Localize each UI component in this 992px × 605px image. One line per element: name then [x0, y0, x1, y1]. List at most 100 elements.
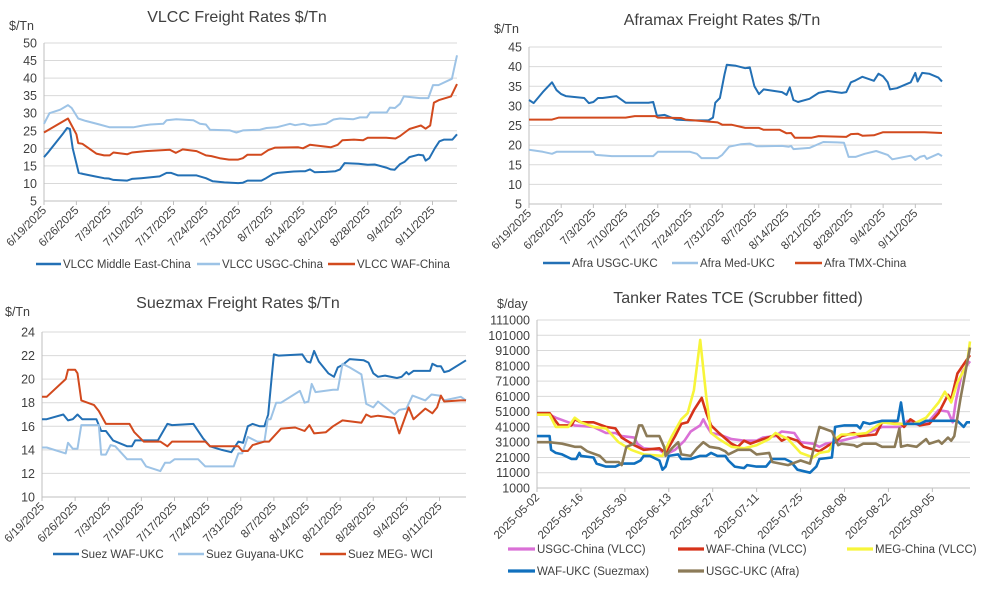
legend-label: VLCC WAF-China: [357, 259, 450, 271]
y-tick-label: 51000: [495, 405, 530, 419]
y-tick-label: 12: [21, 467, 35, 481]
legend-item: Suez MEG- WCI: [320, 549, 433, 561]
chart-title: VLCC Freight Rates $/Tn: [147, 9, 327, 26]
legend-label: Suez MEG- WCI: [348, 549, 433, 561]
x-tick-label: 2025-08-22: [843, 492, 893, 542]
legend-label: Afra Med-UKC: [700, 258, 775, 270]
y-tick-label: 20: [23, 142, 37, 156]
y-tick-label: 10: [23, 177, 37, 191]
y-tick-label: 10: [508, 178, 522, 192]
series-line-waf-ukc-suezmax-: [537, 401, 970, 474]
x-tick-label: 2025-09-05: [887, 492, 937, 542]
y-tick-label: 50: [23, 37, 37, 51]
y-tick-label: 31000: [495, 436, 530, 450]
series-line-vlcc-waf-china: [43, 83, 458, 161]
x-tick-label: 2025-05-16: [536, 492, 586, 542]
legend-label: WAF-China (VLCC): [706, 544, 807, 556]
legend-label: MEG-China (VLCC): [875, 544, 977, 556]
y-tick-label: 111000: [490, 314, 530, 328]
series-line-vlcc-usgc-china: [43, 55, 458, 134]
series-line-afra-tmx-china: [529, 115, 943, 139]
legend-label: VLCC USGC-China: [222, 259, 324, 271]
y-tick-label: 20: [508, 139, 522, 153]
y-tick-label: 25: [23, 124, 37, 138]
y-tick-label: 81000: [495, 359, 530, 373]
y-tick-label: 30: [508, 99, 522, 113]
legend-label: USGC-China (VLCC): [537, 544, 646, 556]
y-tick-label: 45: [23, 54, 37, 68]
chart-title: Aframax Freight Rates $/Tn: [624, 12, 821, 29]
y-tick-label: 20: [21, 373, 35, 387]
x-tick-label: 2025-06-13: [624, 492, 674, 542]
y-tick-label: 15: [23, 159, 37, 173]
y-tick-label: 41000: [495, 420, 530, 434]
series-line-suez-meg-wci: [42, 368, 466, 452]
legend-item: USGC-UKC (Afra): [678, 566, 799, 578]
y-tick-label: 21000: [495, 451, 530, 465]
legend-item: USGC-China (VLCC): [508, 544, 646, 556]
x-tick-label: 2025-07-25: [756, 492, 806, 542]
legend-item: Suez Guyana-UKC: [178, 549, 304, 561]
legend-label: Afra USGC-UKC: [572, 258, 658, 270]
legend-label: VLCC Middle East-China: [63, 259, 191, 271]
y-tick-label: 1000: [502, 482, 530, 496]
y-tick-label: 5: [515, 198, 522, 212]
y-tick-label: 5: [30, 195, 37, 209]
y-tick-label: 91000: [495, 344, 530, 358]
y-tick-label: 30: [23, 107, 37, 121]
x-tick-label: 2025-08-08: [800, 492, 850, 542]
y-tick-label: 40: [508, 60, 522, 74]
y-axis-unit-label: $/Tn: [9, 19, 34, 33]
legend-item: Afra TMX-China: [795, 258, 907, 270]
y-tick-label: 61000: [495, 390, 530, 404]
y-axis-unit-label: $/Tn: [5, 305, 30, 319]
series-line-vlcc-middle-east-china: [43, 127, 458, 185]
chart-1: VLCC Freight Rates $/Tn $/Tn 5 10 15 20 25 30 35…: [4, 9, 458, 271]
y-tick-label: 25: [508, 119, 522, 133]
series-line-suez-guyana-ukc: [42, 362, 467, 473]
y-tick-label: 22: [21, 349, 35, 363]
series-line-waf-china-vlcc-: [537, 354, 972, 455]
chart-2: Aframax Freight Rates $/Tn $/Tn 5 10 15 20 25 3…: [489, 12, 943, 270]
legend-item: VLCC Middle East-China: [36, 259, 191, 271]
x-tick-label: 2025-07-11: [712, 492, 761, 541]
legend-item: Suez WAF-UKC: [53, 549, 164, 561]
series-line-afra-usgc-ukc: [528, 63, 943, 122]
x-tick-label: 2025-05-02: [492, 492, 542, 542]
legend-item: Afra USGC-UKC: [543, 258, 658, 270]
y-tick-label: 101000: [488, 329, 530, 343]
legend-item: VLCC WAF-China: [328, 259, 450, 271]
chart-3: Suezmax Freight Rates $/Tn $/Tn 10 12 14 16 18…: [2, 295, 467, 561]
y-tick-label: 16: [21, 420, 35, 434]
y-tick-label: 35: [508, 80, 522, 94]
y-axis-unit-label: $/Tn: [494, 22, 519, 36]
series-line-usgc-ukc-afra-: [537, 347, 972, 467]
chart-title: Suezmax Freight Rates $/Tn: [136, 295, 340, 312]
x-tick-label: 2025-06-27: [668, 492, 718, 542]
series-line-suez-waf-ukc: [42, 349, 467, 454]
y-tick-label: 24: [21, 326, 35, 340]
y-tick-label: 35: [23, 89, 37, 103]
x-tick-label: 2025-05-30: [580, 492, 630, 542]
legend-item: WAF-China (VLCC): [678, 544, 807, 556]
legend-item: MEG-China (VLCC): [847, 544, 977, 556]
y-tick-label: 45: [508, 41, 522, 55]
series-line-usgc-china-vlcc-: [537, 360, 972, 456]
legend-item: WAF-UKC (Suezmax): [508, 566, 649, 578]
y-tick-label: 15: [508, 158, 522, 172]
y-tick-label: 71000: [495, 375, 530, 389]
legend-label: USGC-UKC (Afra): [706, 566, 799, 578]
legend-label: Suez WAF-UKC: [81, 549, 164, 561]
legend-item: Afra Med-UKC: [672, 258, 775, 270]
y-tick-label: 11000: [496, 466, 530, 480]
legend-label: Afra TMX-China: [824, 258, 907, 270]
y-axis-unit-label: $/day: [497, 297, 528, 311]
series-line-afra-med-ukc: [528, 141, 943, 161]
y-tick-label: 18: [21, 396, 35, 410]
chart-4: Tanker Rates TCE (Scrubber fitted) $/day 1…: [488, 290, 976, 578]
legend-item: VLCC USGC-China: [197, 259, 324, 271]
legend-label: Suez Guyana-UKC: [206, 549, 304, 561]
y-tick-label: 14: [21, 443, 35, 457]
y-tick-label: 40: [23, 72, 37, 86]
